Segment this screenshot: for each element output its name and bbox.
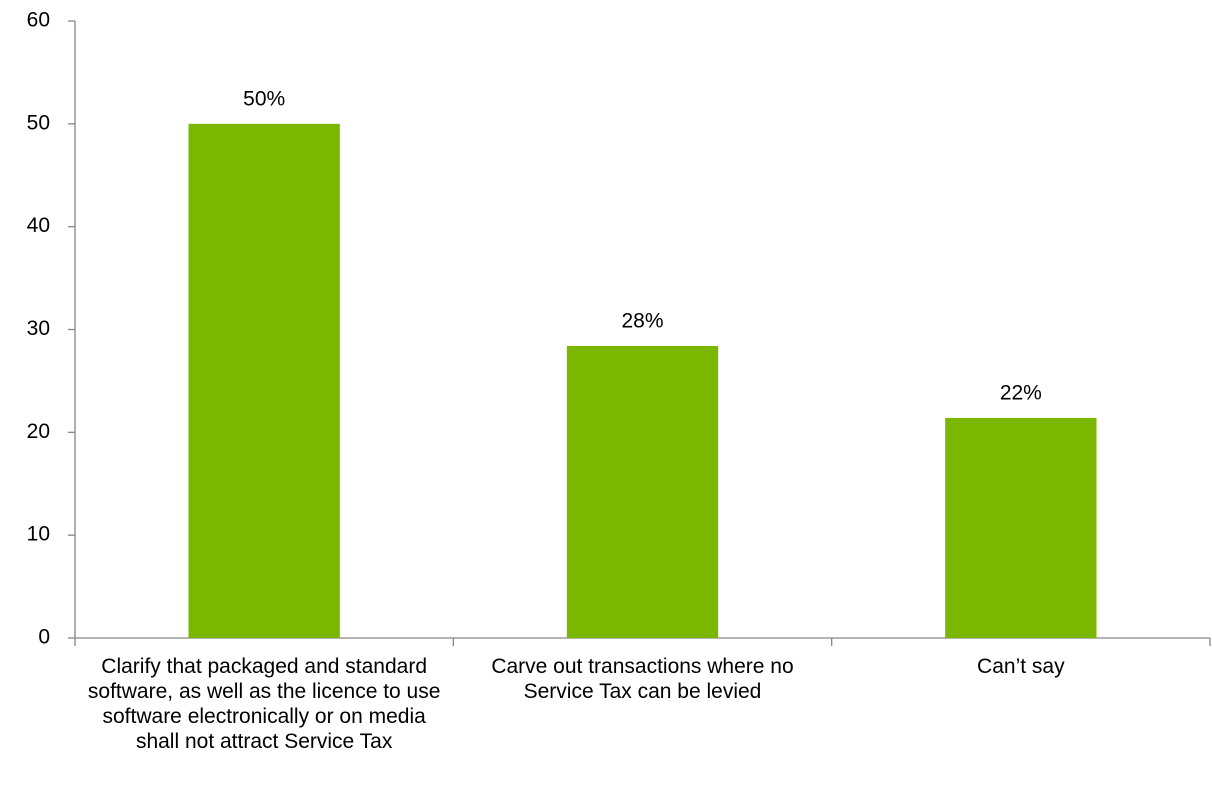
y-tick-label: 30 — [27, 317, 50, 340]
y-tick-label: 50 — [27, 111, 50, 134]
x-tick-label: Can’t say — [977, 655, 1065, 678]
data-label: 50% — [243, 87, 285, 110]
y-tick-label: 20 — [27, 420, 50, 443]
y-tick-label: 40 — [27, 214, 50, 237]
x-tick-label: Carve out transactions where no Service … — [491, 655, 794, 703]
x-tick-label: Clarify that packaged and standard softw… — [87, 655, 441, 753]
y-tick-label: 0 — [38, 626, 50, 649]
y-tick-label: 10 — [27, 523, 50, 546]
data-label: 22% — [1000, 381, 1042, 404]
y-tick-label: 60 — [27, 9, 50, 32]
bar — [188, 123, 340, 639]
data-label: 28% — [621, 310, 663, 333]
bar — [566, 345, 719, 638]
bar — [945, 417, 1097, 638]
